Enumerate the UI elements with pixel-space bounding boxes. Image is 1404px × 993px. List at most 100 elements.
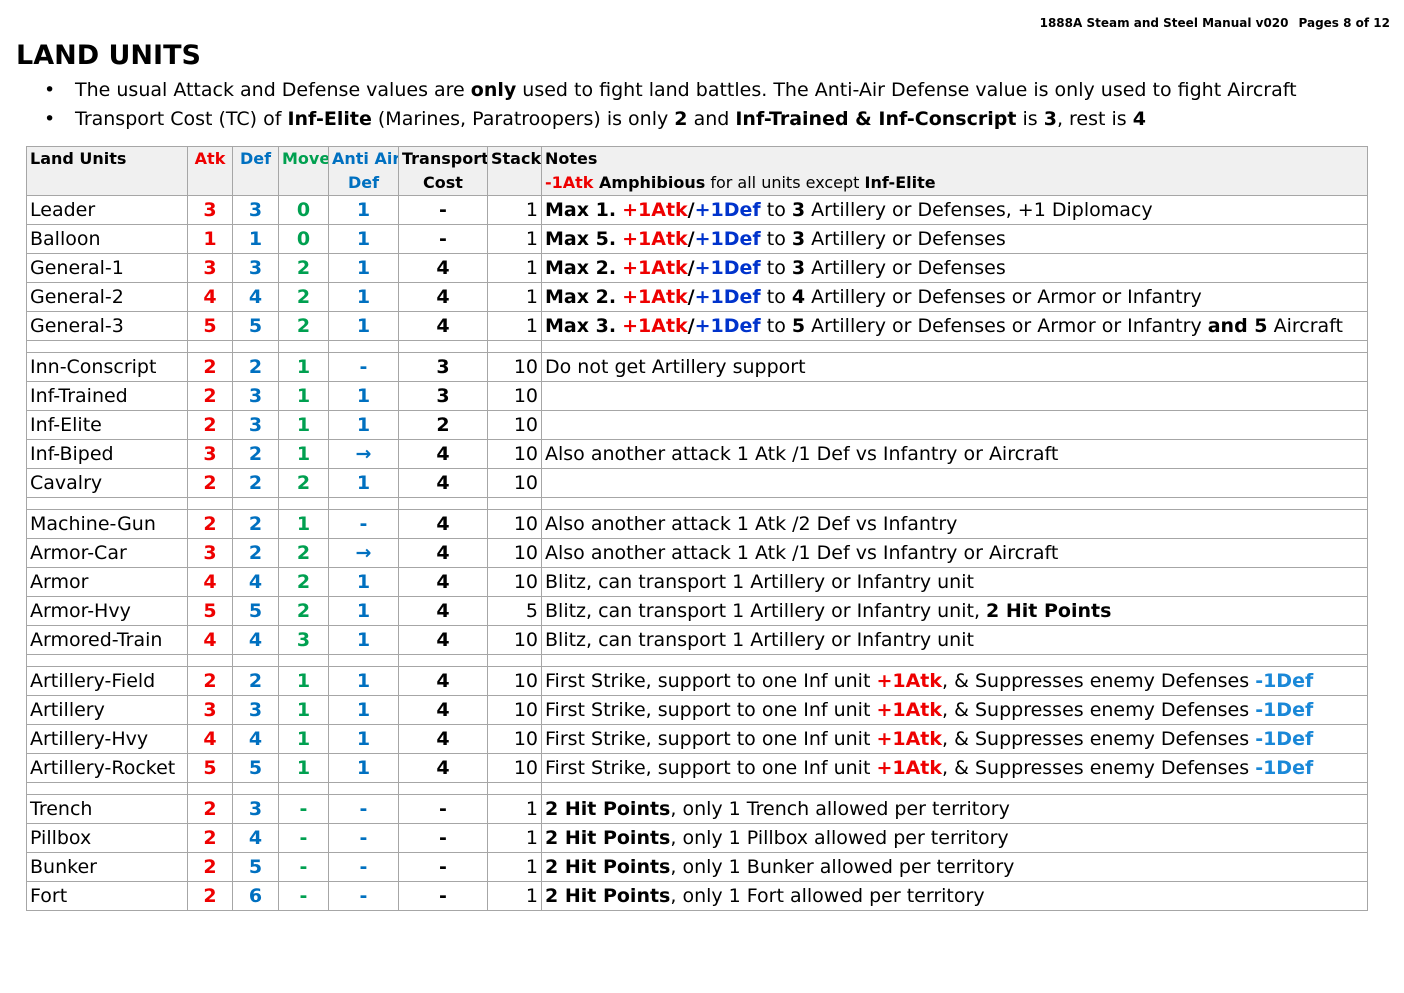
table-row: Artillery-Rocket 5 5 1 1 4 10 First Strike, sup… [26,753,1368,783]
stack-cell: 1 [487,881,542,911]
anti-air-def-cell: 1 [328,195,399,225]
land-units-table: Land Units Atk Def Move Anti Air Def Tran… [26,146,1368,911]
group-separator [26,654,1368,667]
anti-air-def-cell: - [328,352,399,382]
bullet-item: The usual Attack and Defense values are … [44,76,1297,105]
unit-name-cell: General-3 [26,311,188,341]
table-row: General-1 3 3 2 1 4 1 Max 2. +1Atk/+1Def to 3 A… [26,253,1368,283]
unit-name-cell: Artillery-Rocket [26,753,188,783]
anti-air-def-cell: - [328,881,399,911]
atk-cell: 5 [187,311,233,341]
atk-cell: 4 [187,625,233,655]
anti-air-def-cell: 1 [328,753,399,783]
stack-cell: 10 [487,468,542,498]
atk-cell: 4 [187,724,233,754]
unit-name-cell: Artillery-Field [26,666,188,696]
def-cell: 3 [232,695,279,725]
move-cell: 2 [278,311,329,341]
notes-cell: Also another attack 1 Atk /1 Def vs Infa… [541,439,1368,469]
stack-cell: 10 [487,567,542,597]
atk-cell: 2 [187,509,233,539]
notes-cell: 2 Hit Points, only 1 Trench allowed per … [541,794,1368,824]
atk-cell: 2 [187,410,233,440]
def-cell: 4 [232,625,279,655]
table-row: Artillery-Field 2 2 1 1 4 10 First Strike, supp… [26,666,1368,696]
unit-name-cell: Leader [26,195,188,225]
unit-name-cell: Inn-Conscript [26,352,188,382]
transport-cost-cell: 4 [398,468,488,498]
stack-cell: 10 [487,509,542,539]
move-cell: 0 [278,195,329,225]
atk-cell: 2 [187,881,233,911]
def-cell: 3 [232,381,279,411]
anti-air-def-cell: 1 [328,596,399,626]
table-row: Trench 2 3- - -1 2 Hit Points, only 1 Trench … [26,794,1368,824]
move-cell: 1 [278,509,329,539]
notes-cell: Max 2. +1Atk/+1Def to 3 Artillery or Def… [541,253,1368,283]
atk-cell: 5 [187,753,233,783]
manual-title: 1888A Steam and Steel Manual v020 [1039,16,1289,30]
stack-cell: 1 [487,794,542,824]
def-cell: 2 [232,666,279,696]
unit-name-cell: Artillery [26,695,188,725]
unit-name-cell: Cavalry [26,468,188,498]
def-cell: 4 [232,724,279,754]
notes-cell: Also another attack 1 Atk /1 Def vs Infa… [541,538,1368,568]
unit-name-cell: Bunker [26,852,188,882]
def-cell: 4 [232,823,279,853]
col-header-notes: Notes -1Atk Amphibious for all units exce… [541,146,1368,196]
atk-cell: 2 [187,468,233,498]
def-cell: 5 [232,753,279,783]
atk-cell: 2 [187,823,233,853]
notes-cell [541,468,1368,498]
transport-cost-cell: - [398,852,488,882]
notes-cell: Blitz, can transport 1 Artillery or Infa… [541,625,1368,655]
unit-name-cell: Machine-Gun [26,509,188,539]
table-row: Leader 3 3 0 1-1 Max 1. +1Atk/+1Def to 3 Arti… [26,195,1368,225]
stack-cell: 10 [487,381,542,411]
stack-cell: 1 [487,253,542,283]
stack-cell: 10 [487,666,542,696]
move-cell: 2 [278,596,329,626]
col-header-unit: Land Units [26,146,188,196]
notes-cell: Max 3. +1Atk/+1Def to 5 Artillery or Def… [541,311,1368,341]
table-row: General-3 5 5 2 1 4 1 Max 3. +1Atk/+1Def to 5 A… [26,311,1368,341]
table-row: Armored-Train 4 4 3 1 4 10 Blitz, can transport… [26,625,1368,655]
atk-cell: 4 [187,282,233,312]
move-cell: 2 [278,253,329,283]
transport-cost-cell: - [398,823,488,853]
atk-cell: 3 [187,195,233,225]
transport-cost-cell: - [398,794,488,824]
unit-name-cell: Inf-Biped [26,439,188,469]
anti-air-def-cell: 1 [328,410,399,440]
move-cell: 2 [278,538,329,568]
unit-name-cell: General-2 [26,282,188,312]
page-header: 1888A Steam and Steel Manual v020 Pages 8… [1040,16,1390,30]
atk-cell: 3 [187,439,233,469]
atk-cell: 4 [187,567,233,597]
transport-cost-cell: 2 [398,410,488,440]
anti-air-def-cell: → [328,538,399,568]
anti-air-def-cell: 1 [328,282,399,312]
unit-name-cell: Artillery-Hvy [26,724,188,754]
notes-cell: Max 1. +1Atk/+1Def to 3 Artillery or Def… [541,195,1368,225]
move-cell: 2 [278,567,329,597]
move-cell: - [278,823,329,853]
move-cell: 1 [278,439,329,469]
transport-cost-cell: 4 [398,439,488,469]
atk-cell: 2 [187,794,233,824]
transport-cost-cell: - [398,195,488,225]
table-row: Machine-Gun 2 2 1-4 10 Also another attack 1 … [26,509,1368,539]
move-cell: - [278,794,329,824]
unit-name-cell: General-1 [26,253,188,283]
stack-cell: 10 [487,439,542,469]
stack-cell: 10 [487,695,542,725]
notes-cell: Do not get Artillery support [541,352,1368,382]
move-cell: 1 [278,724,329,754]
notes-cell: Max 5. +1Atk/+1Def to 3 Artillery or Def… [541,224,1368,254]
col-header-def: Def [232,146,279,196]
transport-cost-cell: 4 [398,666,488,696]
def-cell: 2 [232,352,279,382]
table-row: Artillery 3 3 1 1 4 10 First Strike, support to… [26,695,1368,725]
unit-name-cell: Fort [26,881,188,911]
